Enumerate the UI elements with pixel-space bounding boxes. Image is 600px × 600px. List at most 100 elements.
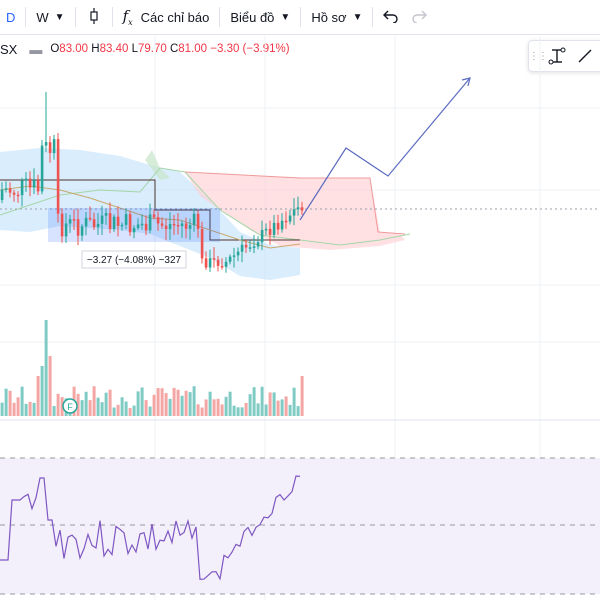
volume-bar bbox=[184, 390, 188, 416]
volume-bar bbox=[224, 396, 228, 416]
toolbar-divider bbox=[111, 7, 113, 27]
volume-bar bbox=[72, 386, 76, 416]
candle-body bbox=[92, 219, 96, 228]
volume-bar bbox=[56, 393, 60, 416]
candle-body bbox=[56, 139, 60, 214]
candle-body bbox=[296, 207, 300, 210]
candle-body bbox=[156, 217, 160, 224]
candle-body bbox=[20, 180, 24, 196]
volume-bar bbox=[160, 388, 164, 416]
candle-body bbox=[68, 219, 72, 224]
indicators-label: Các chỉ báo bbox=[140, 9, 210, 25]
volume-bar bbox=[164, 393, 168, 416]
indicators-button[interactable]: fx Các chỉ báo bbox=[117, 0, 216, 34]
chevron-down-icon: ▼ bbox=[280, 11, 291, 23]
candle-body bbox=[192, 213, 196, 226]
drag-handle-icon[interactable]: ⋮⋮ bbox=[529, 50, 548, 62]
volume-bar bbox=[180, 395, 184, 416]
volume-bar bbox=[192, 386, 196, 416]
baseline-line bbox=[0, 179, 300, 241]
function-icon: fx bbox=[122, 7, 133, 27]
volume-bar bbox=[48, 356, 52, 416]
candle-body bbox=[172, 223, 176, 226]
symbol-button[interactable]: W ▼ bbox=[30, 0, 70, 34]
candle-body bbox=[40, 145, 44, 192]
candle-body bbox=[8, 188, 12, 193]
volume-bar bbox=[148, 406, 152, 416]
volume-bar bbox=[0, 402, 4, 416]
candle-body bbox=[244, 244, 248, 248]
candle-body bbox=[288, 215, 292, 222]
volume-bar bbox=[100, 402, 104, 416]
low-value: 79.70 bbox=[137, 43, 167, 55]
volume-bar bbox=[20, 386, 24, 416]
volume-bar bbox=[140, 387, 144, 416]
volume-bar bbox=[12, 402, 16, 416]
line-tool-icon[interactable] bbox=[571, 42, 599, 70]
volume-bar bbox=[32, 402, 36, 416]
volume-bar bbox=[24, 403, 28, 416]
volume-bar bbox=[40, 366, 44, 416]
redo-button[interactable] bbox=[405, 0, 433, 34]
grid bbox=[0, 36, 600, 600]
volume-bar bbox=[228, 391, 232, 416]
legend-dot-icon: ▬ bbox=[29, 41, 43, 57]
volume-bar bbox=[252, 387, 256, 416]
candle-body bbox=[300, 207, 304, 211]
candle-body bbox=[228, 256, 232, 262]
undo-button[interactable] bbox=[377, 0, 405, 34]
candle-body bbox=[180, 223, 184, 227]
volume-bar bbox=[112, 407, 116, 416]
trendline-settings-icon[interactable] bbox=[543, 42, 571, 70]
candlestick-icon bbox=[86, 7, 102, 28]
ichimoku-cloud-green bbox=[145, 150, 170, 180]
volume-bar bbox=[176, 389, 180, 416]
volume-bar bbox=[28, 401, 32, 416]
volume-bar bbox=[156, 388, 160, 416]
candle-body bbox=[212, 258, 216, 260]
candle-body bbox=[116, 216, 120, 226]
candle-body bbox=[32, 180, 36, 188]
projection-arrowhead bbox=[461, 77, 471, 87]
candle-body bbox=[104, 213, 108, 216]
candle-body bbox=[248, 247, 252, 249]
volume-bar bbox=[288, 404, 292, 416]
measure-label-box bbox=[81, 250, 187, 269]
compare-button[interactable] bbox=[80, 0, 108, 34]
candle-body bbox=[100, 215, 104, 224]
candle-body bbox=[216, 259, 220, 266]
candle-body bbox=[292, 209, 296, 216]
candle-body bbox=[196, 213, 200, 229]
symbol-name[interactable]: SX bbox=[0, 41, 18, 57]
candle-body bbox=[276, 222, 280, 230]
interval-button[interactable]: D bbox=[0, 0, 21, 34]
profile-button[interactable]: Hồ sơ ▼ bbox=[305, 0, 368, 34]
candle-body bbox=[264, 228, 268, 231]
candle-body bbox=[136, 224, 140, 229]
volume-bar bbox=[208, 391, 212, 416]
volume-bar bbox=[80, 400, 84, 416]
redo-icon bbox=[411, 9, 428, 26]
volume-bar bbox=[16, 397, 20, 416]
candlestick-series bbox=[0, 92, 304, 273]
volume-bar bbox=[244, 402, 248, 416]
chart-type-button[interactable]: Biểu đồ ▼ bbox=[224, 0, 296, 34]
candle-body bbox=[280, 220, 284, 230]
undo-icon bbox=[383, 9, 399, 26]
volume-bar bbox=[196, 404, 200, 416]
volume-bar bbox=[120, 397, 124, 416]
drawing-toolbar: ⋮⋮ bbox=[528, 40, 600, 72]
volume-bar bbox=[220, 404, 224, 416]
candle-body bbox=[148, 214, 152, 231]
candle-body bbox=[48, 142, 52, 154]
candle-body bbox=[4, 188, 8, 190]
candle-body bbox=[24, 178, 28, 181]
candle-body bbox=[268, 228, 272, 235]
candle-body bbox=[64, 223, 68, 237]
candle-body bbox=[0, 189, 4, 200]
candle-body bbox=[256, 242, 260, 247]
candle-body bbox=[220, 265, 224, 268]
volume-bar bbox=[296, 406, 300, 416]
candle-body bbox=[128, 214, 132, 233]
